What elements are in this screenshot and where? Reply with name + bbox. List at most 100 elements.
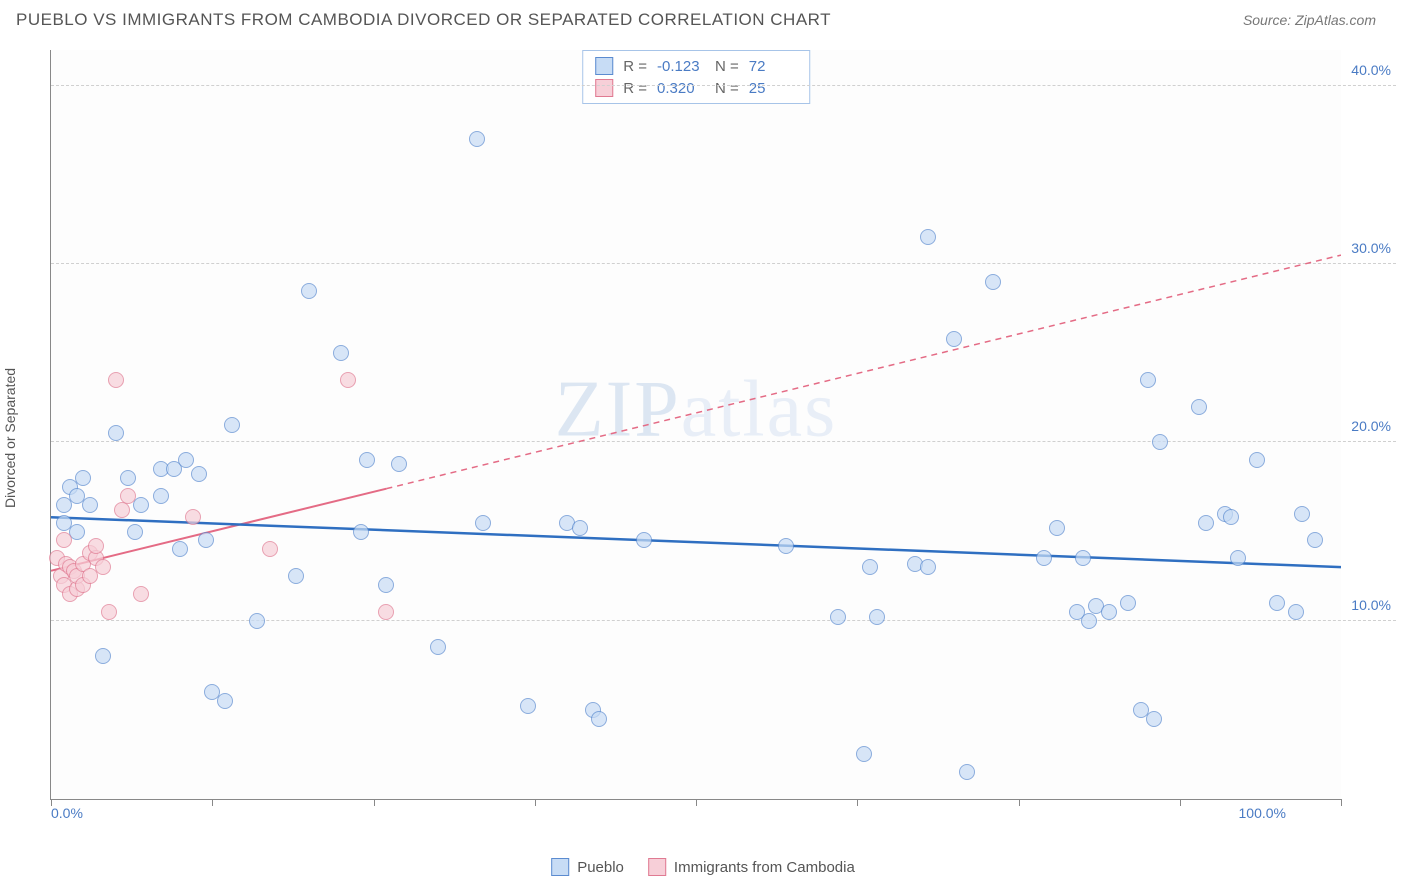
x-tick (1341, 799, 1342, 806)
y-tick-label: 10.0% (1351, 597, 1391, 613)
data-point (217, 693, 233, 709)
x-tick (1019, 799, 1020, 806)
legend-swatch (595, 79, 613, 97)
data-point (1120, 595, 1136, 611)
r-value: 0.320 (657, 80, 705, 97)
gridline (51, 441, 1396, 442)
data-point (862, 559, 878, 575)
data-point (340, 372, 356, 388)
r-label: R = (623, 80, 647, 97)
data-point (114, 502, 130, 518)
data-point (572, 520, 588, 536)
n-label: N = (715, 80, 739, 97)
n-value: 25 (749, 80, 797, 97)
plot-area: ZIPatlas R =-0.123N =72R =0.320N =25 0.0… (50, 50, 1341, 800)
data-point (378, 604, 394, 620)
data-point (946, 331, 962, 347)
data-point (1036, 550, 1052, 566)
data-point (1288, 604, 1304, 620)
x-tick (535, 799, 536, 806)
stats-row: R =-0.123N =72 (595, 55, 797, 77)
legend-swatch (551, 858, 569, 876)
y-tick-label: 40.0% (1351, 62, 1391, 78)
bottom-legend: Pueblo Immigrants from Cambodia (551, 858, 855, 876)
y-axis-label: Divorced or Separated (2, 368, 18, 508)
data-point (1230, 550, 1246, 566)
data-point (1249, 452, 1265, 468)
data-point (1146, 711, 1162, 727)
data-point (1075, 550, 1091, 566)
trend-lines (51, 50, 1341, 799)
data-point (1140, 372, 1156, 388)
data-point (178, 452, 194, 468)
legend-swatch (648, 858, 666, 876)
data-point (520, 698, 536, 714)
data-point (920, 559, 936, 575)
data-point (224, 417, 240, 433)
data-point (985, 274, 1001, 290)
data-point (108, 425, 124, 441)
y-tick-label: 20.0% (1351, 418, 1391, 434)
y-tick-label: 30.0% (1351, 240, 1391, 256)
legend-item: Immigrants from Cambodia (648, 858, 855, 876)
data-point (249, 613, 265, 629)
x-tick (51, 799, 52, 806)
data-point (778, 538, 794, 554)
data-point (1081, 613, 1097, 629)
data-point (469, 131, 485, 147)
data-point (591, 711, 607, 727)
x-axis-max-label: 100.0% (1239, 805, 1286, 821)
x-tick (1180, 799, 1181, 806)
chart-title: PUEBLO VS IMMIGRANTS FROM CAMBODIA DIVOR… (16, 10, 831, 30)
data-point (288, 568, 304, 584)
data-point (108, 372, 124, 388)
data-point (430, 639, 446, 655)
gridline (51, 85, 1396, 86)
data-point (191, 466, 207, 482)
legend-label: Pueblo (577, 859, 624, 876)
data-point (1269, 595, 1285, 611)
data-point (1191, 399, 1207, 415)
x-tick (374, 799, 375, 806)
x-axis-min-label: 0.0% (51, 805, 83, 821)
stats-box: R =-0.123N =72R =0.320N =25 (582, 50, 810, 104)
data-point (920, 229, 936, 245)
data-point (120, 488, 136, 504)
legend-label: Immigrants from Cambodia (674, 859, 855, 876)
data-point (359, 452, 375, 468)
data-point (1307, 532, 1323, 548)
data-point (636, 532, 652, 548)
data-point (1198, 515, 1214, 531)
data-point (353, 524, 369, 540)
chart-container: Divorced or Separated ZIPatlas R =-0.123… (50, 40, 1396, 820)
data-point (959, 764, 975, 780)
data-point (856, 746, 872, 762)
gridline (51, 263, 1396, 264)
data-point (198, 532, 214, 548)
x-tick (857, 799, 858, 806)
r-value: -0.123 (657, 58, 705, 75)
data-point (830, 609, 846, 625)
x-tick (696, 799, 697, 806)
data-point (1294, 506, 1310, 522)
data-point (378, 577, 394, 593)
legend-item: Pueblo (551, 858, 624, 876)
data-point (185, 509, 201, 525)
r-label: R = (623, 58, 647, 75)
source-label: Source: ZipAtlas.com (1243, 12, 1376, 28)
data-point (301, 283, 317, 299)
data-point (391, 456, 407, 472)
data-point (262, 541, 278, 557)
data-point (172, 541, 188, 557)
data-point (1152, 434, 1168, 450)
legend-swatch (595, 57, 613, 75)
data-point (95, 559, 111, 575)
x-tick (212, 799, 213, 806)
data-point (1049, 520, 1065, 536)
data-point (75, 470, 91, 486)
data-point (1101, 604, 1117, 620)
data-point (101, 604, 117, 620)
data-point (1223, 509, 1239, 525)
n-value: 72 (749, 58, 797, 75)
data-point (82, 497, 98, 513)
